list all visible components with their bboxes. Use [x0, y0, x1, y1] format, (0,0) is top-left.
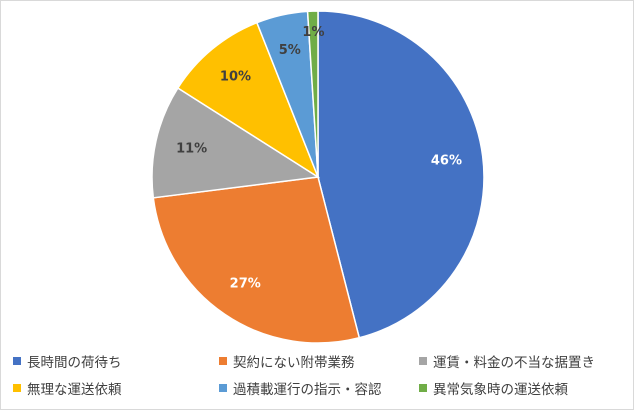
- pie-data-labels: 46% 27% 11% 10% 5%1%: [176, 25, 462, 291]
- legend-label-0: 長時間の荷待ち: [27, 355, 122, 371]
- legend-label-1: 契約にない附帯業務: [233, 355, 355, 371]
- pie-data-label-2: 11%: [176, 141, 207, 156]
- pie-slice-0: [317, 10, 485, 339]
- legend-swatch-4: [219, 384, 227, 392]
- pie-chart: 46% 27% 11% 10% 5%1%: [151, 10, 485, 344]
- legend-item-5: 異常気象時の運送依頼: [419, 378, 628, 398]
- legend: 長時間の荷待ち 契約にない附帯業務 運賃・料金の不当な据置き 無理な運送依頼 過…: [13, 351, 628, 398]
- pie-slice-3: [176, 21, 320, 179]
- pie-data-label-5: 1%: [302, 25, 324, 40]
- legend-swatch-3: [13, 384, 21, 392]
- legend-label-4: 過積載運行の指示・容認: [233, 382, 382, 398]
- legend-item-2: 運賃・料金の不当な据置き: [419, 351, 628, 371]
- legend-swatch-2: [419, 357, 427, 365]
- legend-swatch-1: [219, 357, 227, 365]
- legend-item-1: 契約にない附帯業務: [219, 351, 419, 371]
- pie-slice-2: [151, 87, 321, 199]
- pie-slices: [151, 10, 485, 344]
- legend-label-3: 無理な運送依頼: [27, 382, 122, 398]
- pie-data-label-0: 46%: [431, 153, 462, 168]
- pie-data-label-1: 27%: [230, 277, 261, 292]
- legend-label-5: 異常気象時の運送依頼: [433, 382, 568, 398]
- pie-data-label-4: 5%: [279, 43, 301, 58]
- legend-label-2: 運賃・料金の不当な据置き: [433, 355, 595, 371]
- legend-item-4: 過積載運行の指示・容認: [219, 378, 419, 398]
- pie-slice-1: [152, 176, 361, 344]
- pie-slice-5: [306, 10, 319, 178]
- legend-item-0: 長時間の荷待ち: [13, 351, 219, 371]
- legend-swatch-0: [13, 357, 21, 365]
- pie-data-label-3: 10%: [220, 70, 251, 85]
- legend-item-3: 無理な運送依頼: [13, 378, 219, 398]
- legend-swatch-5: [419, 384, 427, 392]
